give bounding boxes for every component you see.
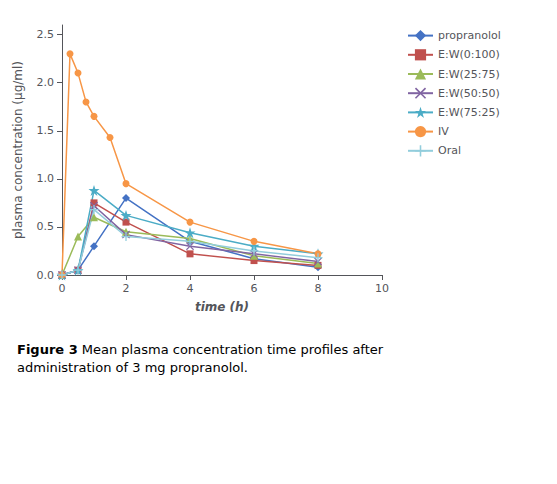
svg-text:1.5: 1.5	[37, 124, 55, 137]
svg-text:propranolol: propranolol	[438, 29, 501, 42]
svg-text:2.0: 2.0	[37, 76, 55, 89]
svg-text:IV: IV	[438, 125, 449, 138]
svg-text:6: 6	[251, 282, 258, 295]
svg-text:plasma concentration (µg/ml): plasma concentration (µg/ml)	[11, 61, 25, 239]
svg-text:E:W(75:25): E:W(75:25)	[438, 106, 500, 119]
svg-text:2.5: 2.5	[37, 28, 55, 41]
svg-text:2: 2	[123, 282, 130, 295]
svg-text:administration of 3 mg propran: administration of 3 mg propranolol.	[17, 360, 248, 375]
svg-text:E:W(50:50): E:W(50:50)	[438, 87, 500, 100]
svg-text:E:W(0:100): E:W(0:100)	[438, 48, 500, 61]
svg-text:Oral: Oral	[438, 144, 461, 157]
svg-text:8: 8	[315, 282, 322, 295]
svg-text:0: 0	[59, 282, 66, 295]
svg-text:Mean plasma concentration time: Mean plasma concentration time profiles …	[78, 342, 384, 357]
svg-text:1.0: 1.0	[37, 172, 55, 185]
svg-text:10: 10	[375, 282, 389, 295]
svg-text:0.5: 0.5	[37, 220, 55, 233]
svg-text:0.0: 0.0	[37, 269, 55, 282]
svg-text:E:W(25:75): E:W(25:75)	[438, 68, 500, 81]
svg-text:Figure 3: Figure 3	[17, 342, 78, 357]
svg-text:4: 4	[187, 282, 194, 295]
svg-text:time (h): time (h)	[195, 300, 249, 314]
